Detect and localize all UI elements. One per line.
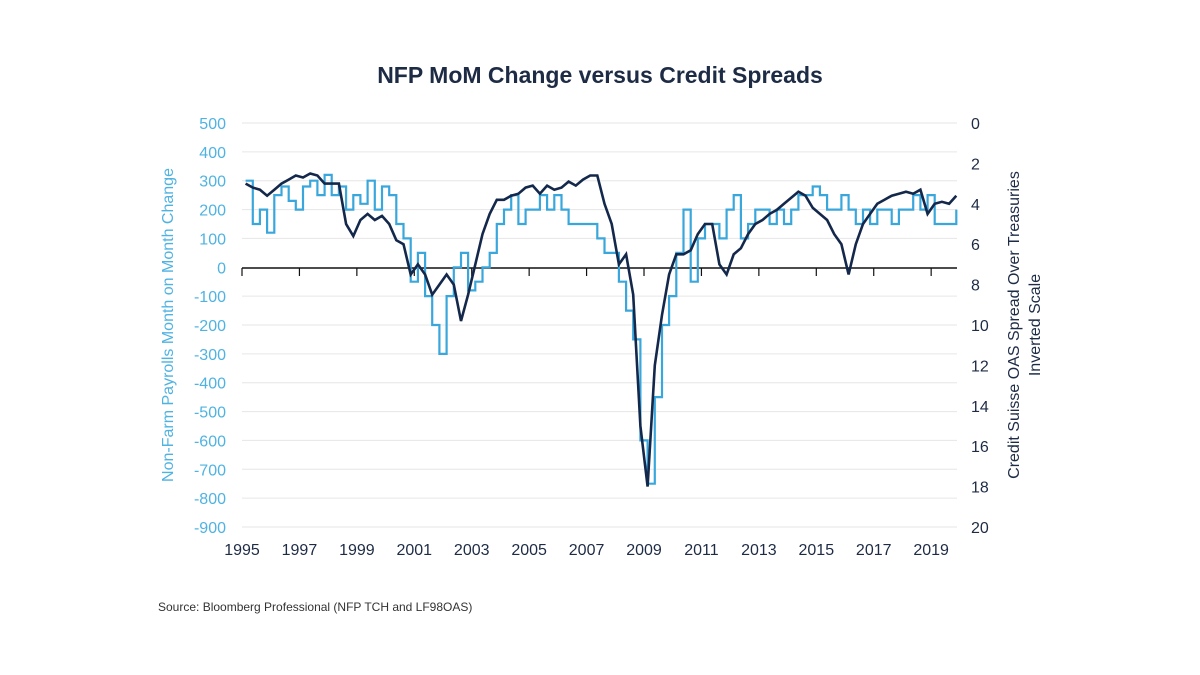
right-axis-label-2: Inverted Scale xyxy=(1027,274,1044,376)
x-tick-label: 2007 xyxy=(569,542,605,559)
x-axis-ticks: 1995 1997 1999 2001 2003 2005 2007 2009 2011 2013… xyxy=(224,542,949,559)
right-tick-label: 2 xyxy=(971,156,980,173)
x-tick-label: 1995 xyxy=(224,542,260,559)
left-tick-label: -600 xyxy=(194,433,226,450)
right-tick-label: 16 xyxy=(971,439,989,456)
source-note: Source: Bloomberg Professional (NFP TCH … xyxy=(158,600,472,614)
left-tick-label: 400 xyxy=(199,145,226,162)
x-tick-label: 2013 xyxy=(741,542,777,559)
left-tick-label: -700 xyxy=(194,462,226,479)
series-spread-line xyxy=(246,174,957,487)
data-points xyxy=(246,173,957,486)
series-nfp-line xyxy=(246,175,957,484)
x-tick-label: 2005 xyxy=(511,542,547,559)
left-axis-ticks: 500 400 300 200 100 0 -100 -200 -300 -400 -500 -600… xyxy=(194,116,226,537)
x-tick-label: 2003 xyxy=(454,542,490,559)
right-tick-label: 8 xyxy=(971,278,980,295)
left-tick-label: -300 xyxy=(194,347,226,364)
left-tick-label: -100 xyxy=(194,289,226,306)
left-tick-label: 0 xyxy=(217,260,226,277)
left-tick-label: -800 xyxy=(194,491,226,508)
left-tick-label: 300 xyxy=(199,174,226,191)
right-tick-label: 10 xyxy=(971,318,989,335)
right-tick-label: 6 xyxy=(971,237,980,254)
x-tick-label: 2017 xyxy=(856,542,892,559)
left-tick-label: -200 xyxy=(194,318,226,335)
right-tick-label: 0 xyxy=(971,116,980,133)
left-tick-label: -500 xyxy=(194,405,226,422)
right-tick-label: 20 xyxy=(971,520,989,537)
chart-title: NFP MoM Change versus Credit Spreads xyxy=(377,62,823,88)
right-axis-label: Credit Suisse OAS Spread Over Treasuries xyxy=(1006,171,1023,479)
left-tick-label: 100 xyxy=(199,231,226,248)
right-axis-ticks: 0 2 4 6 8 10 12 14 16 18 20 xyxy=(971,116,989,537)
left-tick-label: -900 xyxy=(194,520,226,537)
x-tick-label: 2015 xyxy=(799,542,835,559)
right-tick-label: 18 xyxy=(971,480,989,497)
x-tick-label: 2011 xyxy=(684,542,719,559)
right-tick-label: 12 xyxy=(971,358,989,375)
x-tick-label: 2019 xyxy=(913,542,949,559)
left-axis-label: Non-Farm Payrolls Month on Month Change xyxy=(160,168,177,482)
left-tick-label: -400 xyxy=(194,376,226,393)
x-axis-tick-marks xyxy=(242,268,931,276)
x-tick-label: 2001 xyxy=(396,542,432,559)
x-tick-label: 1997 xyxy=(282,542,318,559)
x-tick-label: 2009 xyxy=(626,542,662,559)
left-tick-label: 500 xyxy=(199,116,226,133)
left-tick-label: 200 xyxy=(199,203,226,220)
x-tick-label: 1999 xyxy=(339,542,375,559)
right-tick-label: 14 xyxy=(971,399,989,416)
right-tick-label: 4 xyxy=(971,197,980,214)
